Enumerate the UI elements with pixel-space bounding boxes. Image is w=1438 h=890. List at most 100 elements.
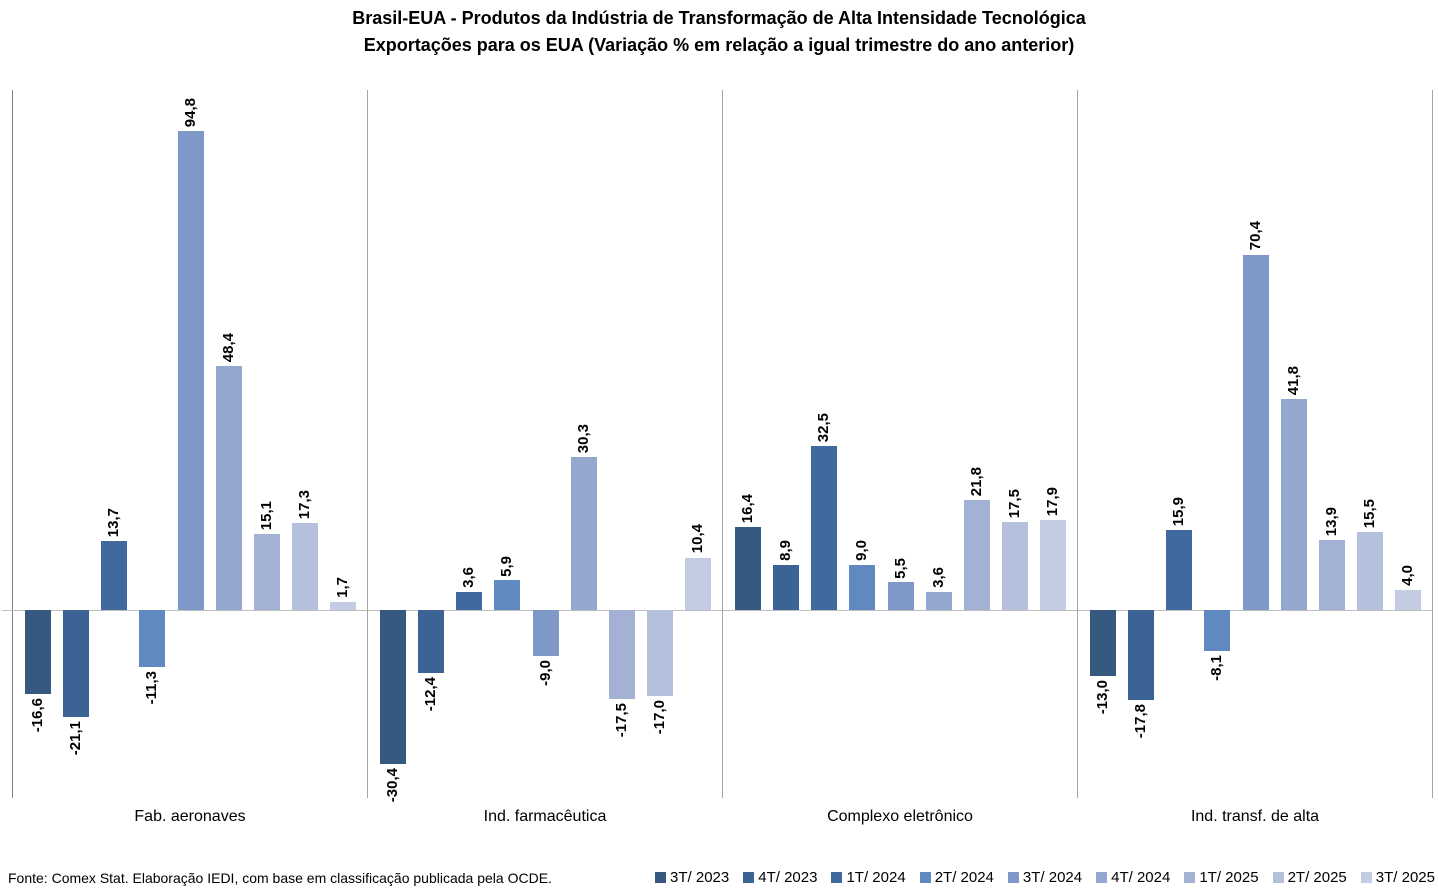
bar — [215, 365, 242, 611]
bar — [963, 500, 990, 611]
plot-area: -16,6 -21,1 13,7 -11,3 94,8 48,4 15,1 17,3 1,7 Fa… — [2, 90, 1433, 825]
bar — [735, 527, 762, 611]
bar — [1166, 529, 1193, 611]
bar — [253, 533, 280, 611]
legend-swatch-icon — [1007, 872, 1019, 883]
category-label: Fab. aeronaves — [134, 808, 246, 825]
bar — [291, 522, 318, 611]
bar-value-label: 4,0 — [1398, 565, 1416, 586]
legend-swatch-icon — [743, 872, 755, 883]
bar-value-label: 13,7 — [105, 507, 123, 537]
bar-value-label: 10,4 — [688, 524, 706, 554]
bar-value-label: 16,4 — [739, 494, 757, 524]
bar — [380, 610, 407, 764]
zero-axis-line — [2, 610, 1433, 612]
bar-value-label: 5,5 — [891, 557, 909, 579]
legend-label: 1T/ 2025 — [1199, 869, 1259, 886]
bar — [1318, 539, 1345, 611]
category-label: Ind. transf. de alta — [1190, 808, 1320, 825]
bar — [1204, 610, 1231, 652]
bar-value-label: -17,0 — [650, 699, 668, 735]
category-panel: -30,4 -12,4 3,6 5,9 -9,0 30,3 -17,5 -17,0 10,4 In… — [368, 90, 723, 825]
bar — [1356, 531, 1383, 611]
legend-item: 3T/ 2025 — [1360, 869, 1435, 886]
bar — [1280, 399, 1307, 611]
bar — [63, 610, 90, 717]
bar-value-label: 70,4 — [1246, 221, 1264, 251]
bar — [684, 557, 711, 611]
legend-swatch-icon — [1184, 872, 1196, 883]
legend-swatch-icon — [919, 872, 931, 883]
category-panel: 16,4 8,9 32,5 9,0 5,5 3,6 21,8 17,5 17,9 Complexo… — [723, 90, 1078, 825]
category-panel: -16,6 -21,1 13,7 -11,3 94,8 48,4 15,1 17,3 1,7 Fa… — [13, 90, 368, 825]
bar — [773, 565, 800, 611]
bar-value-label: 1,7 — [333, 576, 351, 598]
legend-swatch-icon — [1272, 872, 1284, 883]
bar-value-label: 21,8 — [967, 466, 985, 497]
legend-item: 3T/ 2023 — [655, 869, 729, 886]
chart-subtitle: Exportações para os EUA (Variação % em r… — [363, 35, 1075, 55]
legend-item: 2T/ 2024 — [919, 869, 994, 886]
legend-label: 3T/ 2024 — [1022, 869, 1083, 886]
legend-item: 4T/ 2023 — [743, 869, 817, 886]
bar — [570, 457, 597, 611]
bar-value-label: -9,0 — [536, 659, 554, 686]
legend-swatch-icon — [831, 872, 843, 883]
legend-label: 2T/ 2025 — [1287, 869, 1347, 886]
bar-value-label: 5,9 — [498, 555, 516, 577]
bar-value-label: 17,3 — [295, 489, 313, 519]
bar — [646, 610, 673, 696]
bar-value-label: 94,8 — [181, 98, 199, 128]
legend-item: 3T/ 2024 — [1007, 869, 1083, 886]
bar — [1394, 589, 1421, 611]
category-label: Complexo eletrônico — [827, 808, 973, 825]
bar-value-label: -8,1 — [1208, 655, 1226, 681]
legend-label: 3T/ 2023 — [670, 869, 730, 886]
bar-value-label: -17,5 — [612, 702, 630, 737]
legend: 3T/ 2023 4T/ 2023 1T/ 2024 2T/ 2024 3T/ 2024… — [655, 869, 1435, 886]
bar-value-label: 48,4 — [219, 332, 237, 362]
bar — [532, 610, 559, 656]
source-note: Fonte: Comex Stat. Elaboração IEDI, com … — [8, 869, 552, 886]
bar — [811, 446, 838, 611]
bar-value-label: 30,3 — [574, 423, 592, 454]
chart-title: Brasil-EUA - Produtos da Indústria de Tr… — [352, 8, 1086, 28]
bar — [887, 582, 914, 611]
bar — [1128, 610, 1155, 701]
bar-value-label: 32,5 — [815, 412, 833, 443]
legend-item: 1T/ 2024 — [831, 869, 906, 886]
bar — [1039, 519, 1066, 611]
bar — [494, 580, 521, 611]
legend-swatch-icon — [655, 872, 667, 883]
legend-label: 1T/ 2024 — [846, 869, 906, 886]
bar-value-label: 15,9 — [1170, 496, 1188, 526]
bar — [101, 540, 128, 611]
bar — [139, 610, 166, 668]
bar-value-label: 3,6 — [460, 567, 478, 588]
legend-label: 3T/ 2025 — [1375, 869, 1435, 886]
bar — [456, 591, 483, 611]
bar-value-label: 9,0 — [853, 539, 871, 561]
bar-value-label: -21,1 — [67, 720, 85, 755]
category-panel: -13,0 -17,8 15,9 -8,1 70,4 41,8 13,9 15,5 4,0 Ind… — [1078, 90, 1433, 825]
legend-label: 4T/ 2024 — [1111, 869, 1171, 886]
footer-row: Fonte: Comex Stat. Elaboração IEDI, com … — [8, 869, 1435, 886]
bar — [25, 610, 52, 694]
bar — [1242, 254, 1269, 611]
bar-value-label: -30,4 — [384, 767, 402, 802]
bar-value-label: -17,8 — [1132, 704, 1150, 739]
legend-item: 2T/ 2025 — [1272, 869, 1347, 886]
bar-value-label: 17,5 — [1005, 488, 1023, 518]
legend-swatch-icon — [1096, 872, 1108, 883]
bar — [177, 131, 204, 611]
bar-value-label: 8,9 — [777, 540, 795, 562]
bar-value-label: 41,8 — [1284, 365, 1302, 396]
bar-value-label: 15,5 — [1360, 498, 1378, 528]
chart-title-block: Brasil-EUA - Produtos da Indústria de Tr… — [0, 5, 1438, 59]
bar-value-label: 3,6 — [929, 567, 947, 588]
bar — [608, 610, 635, 699]
bar-value-label: 15,1 — [257, 500, 275, 530]
legend-label: 4T/ 2023 — [758, 869, 818, 886]
bar — [849, 564, 876, 611]
